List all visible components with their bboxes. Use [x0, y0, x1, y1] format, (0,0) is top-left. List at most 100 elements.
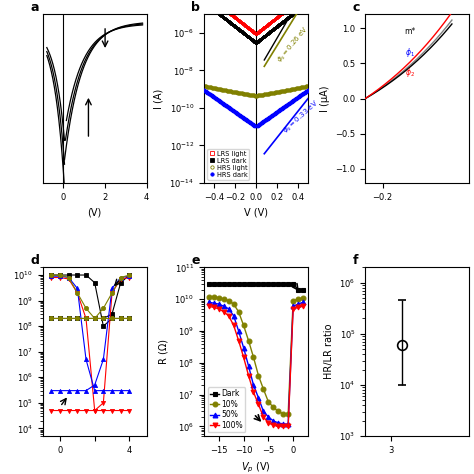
10% — [246, 338, 251, 344]
Line: 100%: 100% — [207, 304, 305, 429]
Dark — [241, 281, 246, 287]
LRS dark — [264, 32, 269, 37]
50% — [211, 301, 217, 306]
50% — [265, 414, 271, 420]
50% — [241, 345, 246, 350]
100% — [211, 305, 217, 310]
Text: b: b — [191, 1, 201, 14]
Line: 50%: 50% — [207, 300, 305, 427]
Dark — [265, 281, 271, 287]
100% — [295, 305, 301, 310]
Dark — [206, 281, 212, 287]
Dark — [231, 281, 237, 287]
50% — [216, 301, 222, 307]
Dark — [261, 281, 266, 287]
10% — [211, 294, 217, 300]
Y-axis label: I (A): I (A) — [154, 89, 164, 109]
Y-axis label: HR/LR ratio: HR/LR ratio — [324, 324, 334, 380]
100% — [300, 303, 306, 309]
10% — [300, 295, 306, 301]
Text: m*: m* — [405, 27, 416, 36]
100% — [226, 313, 232, 319]
10% — [226, 298, 232, 303]
LRS light — [264, 23, 269, 28]
Dark — [226, 281, 232, 287]
Line: Dark: Dark — [207, 282, 305, 292]
Dark — [275, 281, 281, 287]
10% — [216, 295, 222, 301]
10% — [236, 309, 241, 315]
100% — [280, 424, 286, 429]
Text: $\phi_s=0.26$ eV: $\phi_s=0.26$ eV — [275, 24, 311, 65]
HRS dark — [201, 87, 207, 93]
LRS dark — [201, 0, 207, 5]
Text: $\phi_1$: $\phi_1$ — [405, 46, 415, 59]
100% — [206, 303, 212, 309]
Dark — [285, 281, 291, 287]
100% — [285, 424, 291, 429]
10% — [206, 294, 212, 300]
100% — [216, 306, 222, 311]
50% — [221, 303, 227, 309]
Y-axis label: I (μA): I (μA) — [320, 85, 330, 112]
LRS light — [265, 22, 271, 27]
HRS light — [201, 83, 207, 89]
10% — [271, 404, 276, 410]
LRS dark — [265, 30, 271, 36]
HRS light — [264, 91, 269, 97]
Text: $\phi_2$: $\phi_2$ — [405, 66, 415, 79]
Dark — [246, 281, 251, 287]
LRS dark — [289, 12, 295, 18]
Legend: Dark, 10%, 50%, 100%: Dark, 10%, 50%, 100% — [208, 387, 246, 432]
LRS dark — [305, 0, 311, 5]
50% — [275, 420, 281, 426]
HRS dark — [296, 94, 301, 100]
LRS light — [289, 3, 295, 9]
50% — [280, 421, 286, 427]
50% — [231, 313, 237, 319]
10% — [261, 386, 266, 392]
10% — [275, 409, 281, 414]
Y-axis label: R (Ω): R (Ω) — [159, 339, 169, 364]
10% — [290, 298, 296, 303]
HRS light — [201, 83, 207, 89]
HRS light — [263, 91, 269, 97]
50% — [285, 421, 291, 427]
Dark — [211, 281, 217, 287]
50% — [251, 382, 256, 388]
100% — [275, 424, 281, 429]
Line: LRS dark: LRS dark — [202, 0, 310, 44]
HRS dark — [252, 193, 258, 199]
100% — [255, 401, 261, 407]
Text: $\phi_s=0.33$ eV: $\phi_s=0.33$ eV — [281, 98, 321, 136]
HRS light — [305, 83, 311, 89]
10% — [251, 355, 256, 360]
100% — [236, 338, 241, 344]
Dark — [236, 281, 241, 287]
10% — [241, 322, 246, 328]
10% — [295, 296, 301, 302]
HRS light — [265, 91, 271, 97]
100% — [221, 309, 227, 315]
Dark — [251, 281, 256, 287]
100% — [261, 414, 266, 420]
LRS dark — [201, 0, 207, 5]
100% — [290, 306, 296, 311]
100% — [231, 322, 237, 328]
50% — [300, 300, 306, 305]
LRS light — [253, 31, 259, 36]
Text: e: e — [191, 254, 200, 267]
Dark — [300, 287, 306, 292]
10% — [265, 399, 271, 405]
Dark — [221, 281, 227, 287]
HRS dark — [289, 99, 295, 104]
50% — [246, 363, 251, 369]
10% — [285, 411, 291, 417]
50% — [236, 328, 241, 334]
10% — [231, 301, 237, 307]
Dark — [255, 281, 261, 287]
HRS light — [253, 93, 259, 99]
HRS light — [289, 86, 295, 92]
Dark — [271, 281, 276, 287]
100% — [241, 355, 246, 360]
